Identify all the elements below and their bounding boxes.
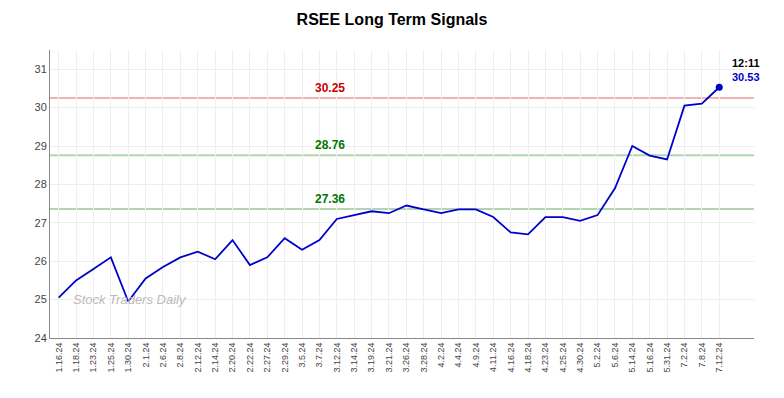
svg-text:28: 28 (35, 178, 47, 190)
svg-text:4.2.24: 4.2.24 (436, 343, 446, 368)
svg-text:2.20.24: 2.20.24 (227, 343, 237, 373)
svg-text:4.23.24: 4.23.24 (540, 343, 550, 373)
svg-text:2.27.24: 2.27.24 (262, 343, 272, 373)
svg-text:3.21.24: 3.21.24 (384, 343, 394, 373)
svg-text:1.16.24: 1.16.24 (54, 343, 64, 373)
svg-text:RSEE Long Term Signals: RSEE Long Term Signals (297, 11, 488, 28)
svg-text:2.1.24: 2.1.24 (141, 343, 151, 368)
svg-text:25: 25 (35, 293, 47, 305)
svg-text:5.16.24: 5.16.24 (645, 343, 655, 373)
svg-text:3.5.24: 3.5.24 (297, 343, 307, 368)
svg-text:3.19.24: 3.19.24 (367, 343, 377, 373)
svg-text:3.14.24: 3.14.24 (349, 343, 359, 373)
svg-text:1.25.24: 1.25.24 (106, 343, 116, 373)
svg-text:28.76: 28.76 (315, 138, 345, 152)
svg-text:1.18.24: 1.18.24 (71, 343, 81, 373)
svg-text:2.22.24: 2.22.24 (245, 343, 255, 373)
svg-text:2.6.24: 2.6.24 (158, 343, 168, 368)
svg-text:3.7.24: 3.7.24 (314, 343, 324, 368)
svg-text:24: 24 (35, 332, 47, 344)
svg-text:4.30.24: 4.30.24 (575, 343, 585, 373)
svg-text:5.6.24: 5.6.24 (610, 343, 620, 368)
svg-text:4.4.24: 4.4.24 (453, 343, 463, 368)
svg-text:4.11.24: 4.11.24 (488, 343, 498, 372)
svg-text:7.12.24: 7.12.24 (714, 343, 724, 373)
svg-text:31: 31 (35, 63, 47, 75)
svg-text:2.14.24: 2.14.24 (210, 343, 220, 373)
svg-text:Stock Traders Daily: Stock Traders Daily (73, 292, 187, 307)
svg-text:4.9.24: 4.9.24 (471, 343, 481, 368)
svg-text:27: 27 (35, 217, 47, 229)
svg-text:4.25.24: 4.25.24 (558, 343, 568, 373)
svg-text:7.2.24: 7.2.24 (679, 343, 689, 368)
svg-text:5.14.24: 5.14.24 (627, 343, 637, 373)
svg-text:29: 29 (35, 140, 47, 152)
svg-text:12:11: 12:11 (732, 57, 760, 69)
svg-text:30: 30 (35, 101, 47, 113)
svg-text:2.8.24: 2.8.24 (175, 343, 185, 368)
svg-text:5.31.24: 5.31.24 (662, 343, 672, 373)
svg-text:3.12.24: 3.12.24 (332, 343, 342, 373)
svg-text:5.2.24: 5.2.24 (592, 343, 602, 368)
svg-text:1.30.24: 1.30.24 (123, 343, 133, 373)
svg-text:1.23.24: 1.23.24 (88, 343, 98, 373)
svg-text:4.18.24: 4.18.24 (523, 343, 533, 373)
svg-text:3.26.24: 3.26.24 (401, 343, 411, 373)
svg-text:4.16.24: 4.16.24 (506, 343, 516, 373)
svg-text:30.25: 30.25 (315, 81, 345, 95)
svg-text:26: 26 (35, 255, 47, 267)
svg-text:7.8.24: 7.8.24 (697, 343, 707, 368)
svg-text:30.53: 30.53 (732, 71, 760, 83)
svg-text:27.36: 27.36 (315, 192, 345, 206)
svg-text:2.29.24: 2.29.24 (280, 343, 290, 373)
svg-text:2.12.24: 2.12.24 (193, 343, 203, 373)
svg-text:3.28.24: 3.28.24 (419, 343, 429, 373)
